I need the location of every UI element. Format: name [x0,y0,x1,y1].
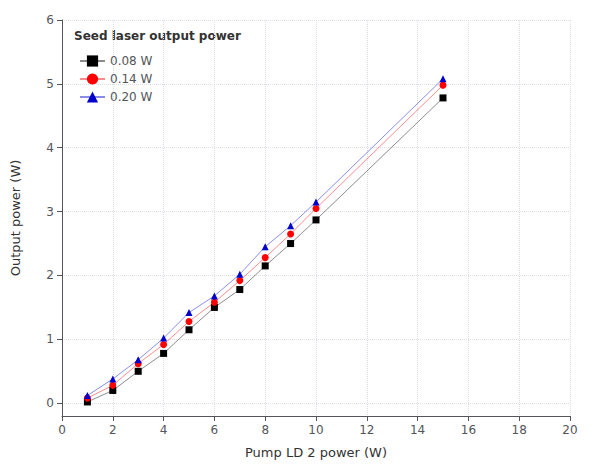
svg-text:Seed laser output power: Seed laser output power [74,29,241,43]
svg-text:6: 6 [46,13,54,27]
svg-text:6: 6 [211,423,219,437]
svg-text:5: 5 [46,77,54,91]
svg-text:8: 8 [261,423,269,437]
svg-text:4: 4 [160,423,168,437]
svg-text:0.14 W: 0.14 W [110,72,153,86]
svg-text:0.20 W: 0.20 W [110,90,153,104]
svg-text:2: 2 [109,423,117,437]
svg-text:16: 16 [461,423,476,437]
svg-text:12: 12 [359,423,374,437]
svg-text:0: 0 [58,423,66,437]
svg-text:0.08 W: 0.08 W [110,54,153,68]
svg-text:20: 20 [562,423,577,437]
svg-text:4: 4 [46,141,54,155]
svg-text:2: 2 [46,268,54,282]
svg-text:Output power (W): Output power (W) [8,160,23,277]
svg-text:Pump LD 2 power (W): Pump LD 2 power (W) [245,445,387,460]
svg-text:18: 18 [512,423,527,437]
svg-text:1: 1 [46,332,54,346]
svg-text:14: 14 [410,423,425,437]
svg-text:3: 3 [46,205,54,219]
svg-text:0: 0 [46,396,54,410]
svg-text:10: 10 [308,423,323,437]
